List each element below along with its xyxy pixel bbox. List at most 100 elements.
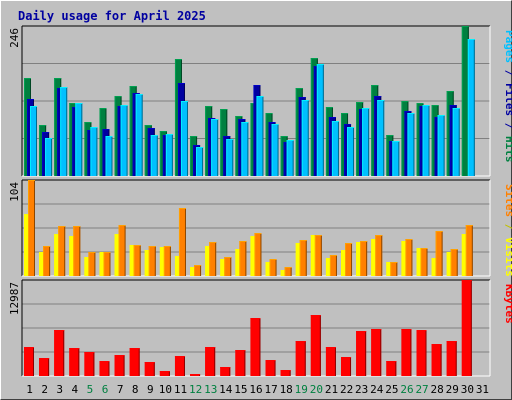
day-label: 24: [370, 383, 384, 396]
bar-sites-day-16: [254, 233, 262, 276]
bar-kbytes-day-3: [54, 330, 65, 376]
bar-sites-day-9: [148, 246, 156, 276]
bar-kbytes-day-19: [295, 341, 306, 376]
bar-pages-day-25: [392, 141, 400, 176]
day-label: 31: [476, 383, 489, 396]
bar-sites-day-13: [209, 242, 217, 276]
series-label-part: /: [503, 116, 512, 136]
panel-series-label: Pages / Files / Hits: [503, 30, 512, 163]
bar-sites-day-20: [314, 235, 322, 276]
series-label-part: KBytes: [503, 284, 512, 324]
bar-pages-day-28: [437, 115, 445, 176]
bar-pages-day-7: [120, 105, 128, 176]
day-label: 19: [295, 383, 308, 396]
bar-sites-day-28: [435, 231, 443, 276]
bar-sites-day-27: [420, 248, 428, 276]
bar-pages-day-9: [150, 135, 158, 176]
bar-sites-day-25: [390, 262, 398, 276]
bar-sites-day-17: [269, 259, 277, 276]
bar-pages-day-29: [452, 108, 460, 176]
bar-sites-day-6: [103, 252, 111, 276]
day-label: 26: [400, 383, 413, 396]
series-label-part: /: [503, 217, 512, 237]
bar-sites-day-14: [224, 257, 232, 276]
bar-pages-day-11: [180, 101, 188, 176]
bar-pages-day-30: [467, 39, 475, 176]
bar-sites-day-1: [28, 180, 35, 276]
bar-kbytes-day-27: [416, 330, 427, 376]
bar-kbytes-day-24: [371, 329, 382, 376]
bar-kbytes-day-9: [144, 362, 155, 376]
bar-kbytes-day-16: [250, 318, 261, 376]
bar-pages-day-10: [165, 134, 173, 176]
day-label: 21: [325, 383, 338, 396]
day-label: 20: [310, 383, 323, 396]
bar-kbytes-day-8: [129, 348, 140, 376]
day-label: 5: [87, 383, 94, 396]
series-label-part: Hits: [503, 136, 512, 163]
bar-kbytes-day-7: [114, 355, 125, 376]
bar-sites-day-15: [239, 241, 247, 276]
bar-pages-day-27: [422, 105, 430, 176]
bar-sites-day-24: [375, 235, 383, 276]
day-label: 6: [102, 383, 109, 396]
day-label: 2: [41, 383, 48, 396]
bar-kbytes-day-13: [205, 347, 216, 376]
bar-kbytes-day-21: [325, 347, 336, 376]
day-label: 14: [219, 383, 233, 396]
day-label: 22: [340, 383, 353, 396]
bar-pages-day-24: [377, 100, 385, 176]
panel-max-label: 12987: [8, 282, 21, 315]
bar-kbytes-day-23: [356, 331, 367, 376]
bar-pages-day-16: [256, 96, 264, 176]
bar-kbytes-day-17: [265, 360, 276, 376]
day-label: 12: [189, 383, 202, 396]
day-label: 13: [204, 383, 217, 396]
day-label: 17: [264, 383, 277, 396]
day-label: 23: [355, 383, 368, 396]
bar-sites-day-12: [194, 265, 202, 276]
bar-sites-day-29: [450, 249, 458, 276]
bar-sites-day-5: [88, 252, 96, 276]
bar-sites-day-21: [329, 255, 337, 276]
bar-pages-day-19: [301, 100, 309, 176]
bar-pages-day-13: [211, 119, 219, 176]
day-label: 1: [26, 383, 33, 396]
day-label: 28: [431, 383, 444, 396]
bar-pages-day-6: [105, 136, 113, 176]
bar-sites-day-4: [73, 226, 81, 276]
bar-sites-day-30: [465, 225, 473, 276]
bar-sites-day-19: [299, 240, 307, 276]
bar-pages-day-3: [60, 87, 68, 176]
bar-pages-day-2: [45, 138, 53, 176]
panel-bottom: 12987 KBytes: [8, 279, 512, 377]
bar-kbytes-day-15: [235, 350, 246, 376]
bar-sites-day-10: [163, 246, 171, 276]
bar-pages-day-5: [90, 127, 98, 176]
panel-middle: 104 Sites / Visits: [8, 179, 512, 277]
day-label: 8: [132, 383, 139, 396]
bar-kbytes-day-28: [431, 344, 442, 376]
series-label-part: Pages: [503, 30, 512, 63]
bar-sites-day-3: [58, 226, 66, 276]
bar-kbytes-day-30: [461, 280, 472, 376]
series-label-part: Files: [503, 83, 512, 116]
bar-pages-day-12: [196, 147, 204, 176]
bar-sites-day-2: [43, 246, 51, 276]
day-label: 15: [234, 383, 247, 396]
day-label: 7: [117, 383, 124, 396]
bar-kbytes-day-20: [310, 315, 321, 376]
bar-kbytes-day-26: [401, 329, 412, 376]
bar-sites-day-26: [405, 239, 413, 276]
day-label: 27: [415, 383, 428, 396]
bar-kbytes-day-4: [69, 348, 80, 376]
bar-kbytes-day-22: [341, 357, 352, 376]
bar-kbytes-day-14: [220, 367, 231, 376]
bar-sites-day-23: [360, 241, 368, 276]
bar-pages-day-23: [362, 108, 370, 176]
day-label: 25: [385, 383, 398, 396]
bar-kbytes-day-18: [280, 370, 291, 376]
bar-kbytes-day-10: [159, 371, 170, 376]
day-label: 4: [72, 383, 79, 396]
